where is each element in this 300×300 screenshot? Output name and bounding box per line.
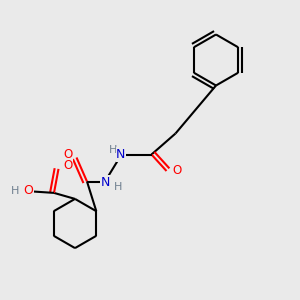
Text: O: O <box>172 164 182 178</box>
Text: O: O <box>63 159 72 172</box>
Text: H: H <box>11 186 19 196</box>
Text: H: H <box>113 182 122 193</box>
Text: N: N <box>101 176 110 189</box>
Text: N: N <box>116 148 126 161</box>
Text: O: O <box>24 184 33 197</box>
Text: H: H <box>109 145 117 155</box>
Text: O: O <box>63 148 72 161</box>
